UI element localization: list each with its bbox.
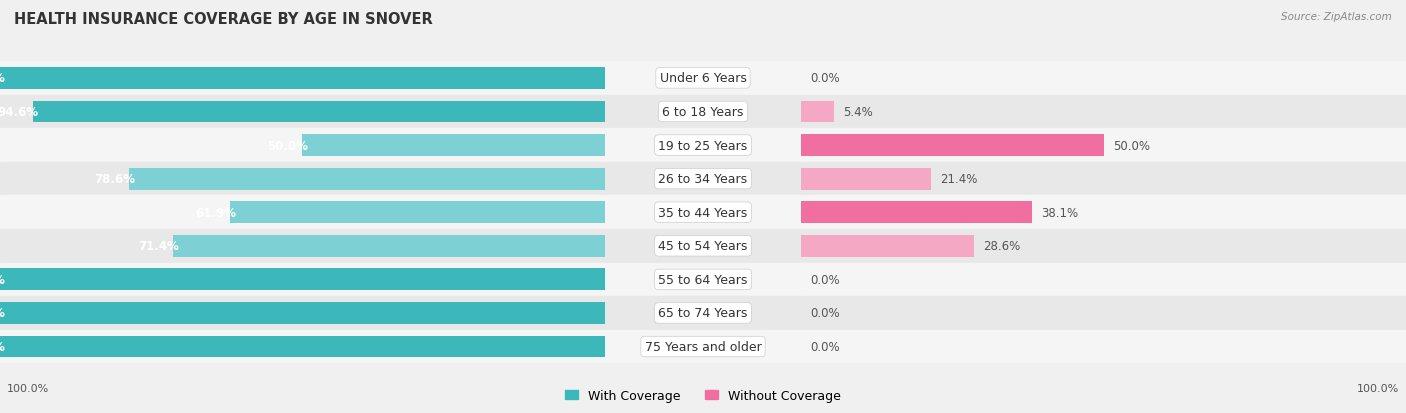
Bar: [32, 101, 605, 123]
Text: 26 to 34 Years: 26 to 34 Years: [658, 173, 748, 186]
Bar: [801, 95, 1406, 129]
Bar: [0, 68, 605, 90]
Bar: [0, 269, 605, 291]
Bar: [0, 230, 605, 263]
Bar: [801, 62, 1406, 95]
Legend: With Coverage, Without Coverage: With Coverage, Without Coverage: [561, 384, 845, 407]
Text: 100.0%: 100.0%: [1357, 383, 1399, 393]
Bar: [801, 196, 1406, 230]
Text: 0.0%: 0.0%: [810, 72, 841, 85]
Bar: [0, 336, 605, 358]
Text: HEALTH INSURANCE COVERAGE BY AGE IN SNOVER: HEALTH INSURANCE COVERAGE BY AGE IN SNOV…: [14, 12, 433, 27]
Bar: [801, 230, 1406, 263]
Bar: [0, 95, 605, 129]
Bar: [0, 263, 605, 297]
Bar: [0, 302, 605, 324]
Bar: [801, 169, 931, 190]
Bar: [801, 129, 1406, 162]
Bar: [801, 101, 834, 123]
Bar: [801, 135, 1104, 157]
Bar: [0, 330, 605, 363]
Bar: [605, 230, 801, 263]
Text: 50.0%: 50.0%: [1112, 139, 1150, 152]
Text: 100.0%: 100.0%: [0, 307, 6, 320]
Text: 0.0%: 0.0%: [810, 273, 841, 286]
Bar: [801, 330, 1406, 363]
Bar: [605, 263, 801, 297]
Bar: [605, 129, 801, 162]
Text: 6 to 18 Years: 6 to 18 Years: [662, 106, 744, 119]
Text: 78.6%: 78.6%: [94, 173, 135, 186]
Bar: [129, 169, 605, 190]
Text: 38.1%: 38.1%: [1040, 206, 1078, 219]
Bar: [605, 196, 801, 230]
Text: 100.0%: 100.0%: [7, 383, 49, 393]
Bar: [231, 202, 605, 223]
Text: 45 to 54 Years: 45 to 54 Years: [658, 240, 748, 253]
Text: 0.0%: 0.0%: [810, 307, 841, 320]
Text: 35 to 44 Years: 35 to 44 Years: [658, 206, 748, 219]
Text: 100.0%: 100.0%: [0, 72, 6, 85]
Text: 19 to 25 Years: 19 to 25 Years: [658, 139, 748, 152]
Text: 100.0%: 100.0%: [0, 273, 6, 286]
Bar: [302, 135, 605, 157]
Bar: [605, 162, 801, 196]
Bar: [801, 202, 1032, 223]
Bar: [605, 330, 801, 363]
Bar: [0, 162, 605, 196]
Bar: [605, 95, 801, 129]
Text: 21.4%: 21.4%: [939, 173, 977, 186]
Text: 50.0%: 50.0%: [267, 139, 308, 152]
Bar: [0, 62, 605, 95]
Bar: [0, 196, 605, 230]
Bar: [605, 297, 801, 330]
Bar: [0, 297, 605, 330]
Bar: [801, 263, 1406, 297]
Bar: [801, 235, 974, 257]
Text: 55 to 64 Years: 55 to 64 Years: [658, 273, 748, 286]
Bar: [605, 62, 801, 95]
Text: 65 to 74 Years: 65 to 74 Years: [658, 307, 748, 320]
Text: 71.4%: 71.4%: [138, 240, 179, 253]
Text: 61.9%: 61.9%: [195, 206, 236, 219]
Bar: [801, 162, 1406, 196]
Text: 5.4%: 5.4%: [844, 106, 873, 119]
Text: 75 Years and older: 75 Years and older: [644, 340, 762, 353]
Text: 100.0%: 100.0%: [0, 340, 6, 353]
Text: 28.6%: 28.6%: [983, 240, 1021, 253]
Text: Source: ZipAtlas.com: Source: ZipAtlas.com: [1281, 12, 1392, 22]
Bar: [0, 129, 605, 162]
Text: 94.6%: 94.6%: [0, 106, 39, 119]
Text: 0.0%: 0.0%: [810, 340, 841, 353]
Text: Under 6 Years: Under 6 Years: [659, 72, 747, 85]
Bar: [801, 297, 1406, 330]
Bar: [173, 235, 605, 257]
